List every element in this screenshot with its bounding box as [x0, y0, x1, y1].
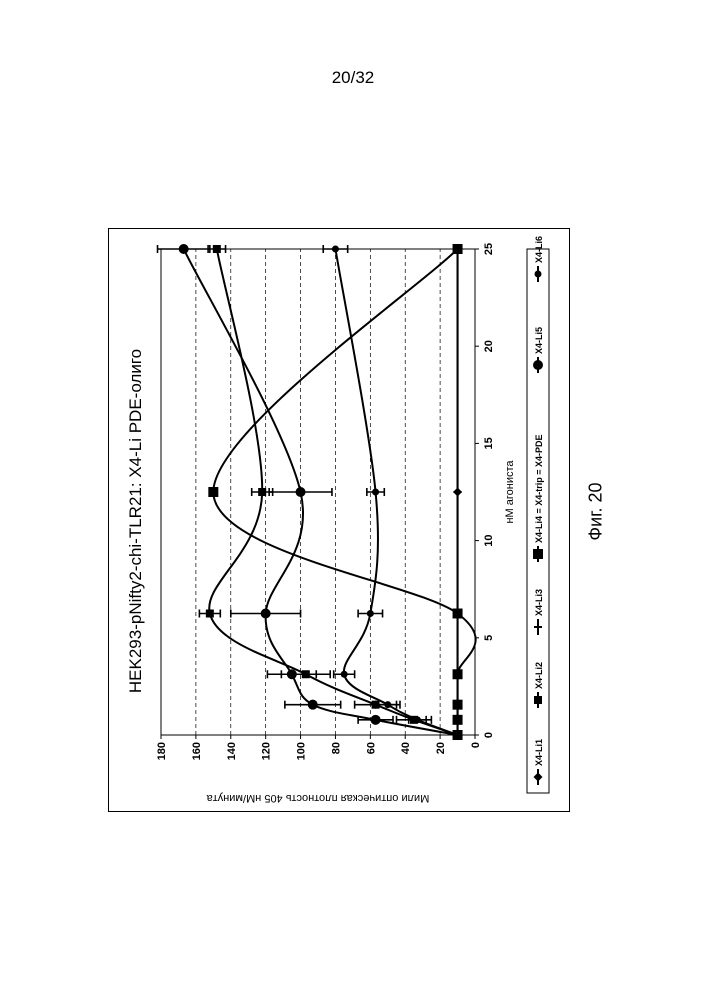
data-point-marker — [287, 669, 297, 679]
data-point-marker — [296, 487, 306, 497]
data-point-marker — [534, 696, 542, 704]
legend-label: X4-Li1 — [534, 739, 544, 766]
data-point-marker — [453, 700, 463, 710]
y-tick-label: 120 — [261, 742, 273, 760]
y-tick-label: 60 — [365, 742, 377, 754]
data-point-marker — [341, 671, 348, 678]
y-tick-label: 100 — [296, 742, 308, 760]
data-point-marker — [453, 669, 463, 679]
y-tick-label: 180 — [156, 742, 168, 760]
y-tick-label: 140 — [226, 742, 238, 760]
data-point-marker — [308, 700, 318, 710]
x-tick-label: 15 — [483, 437, 495, 449]
data-point-marker — [453, 609, 463, 619]
x-tick-label: 25 — [483, 243, 495, 255]
series-line — [209, 249, 457, 735]
y-tick-label: 160 — [191, 742, 203, 760]
figure-caption: Фиг. 20 — [586, 482, 607, 540]
data-point-marker — [533, 360, 543, 370]
line-chart: HEK293-pNifty2-chi-TLR21: X4-Li PDE-олиг… — [109, 229, 571, 813]
data-point-marker — [258, 488, 266, 496]
data-point-marker — [533, 549, 543, 559]
y-axis-label: Мили оптическая плотность 405 нМ/минута — [206, 792, 430, 804]
chart-frame: HEK293-pNifty2-chi-TLR21: X4-Li PDE-олиг… — [108, 228, 570, 812]
legend: X4-Li1 X4-Li2 X4-Li3 X4-Li4 = X4-trip = X4-… — [527, 236, 549, 793]
page-number: 20/32 — [0, 68, 706, 88]
data-point-marker — [367, 610, 374, 617]
data-point-marker — [414, 716, 421, 723]
legend-label: X4-Li3 — [534, 589, 544, 616]
data-point-marker — [535, 271, 542, 278]
y-tick-label: 40 — [400, 742, 412, 754]
chart-title: HEK293-pNifty2-chi-TLR21: X4-Li PDE-олиг… — [126, 349, 145, 693]
legend-label: X4-Li6 — [534, 236, 544, 263]
legend-label: X4-Li2 — [534, 662, 544, 689]
x-tick-label: 20 — [483, 340, 495, 352]
data-point-marker — [372, 489, 379, 496]
series-line — [335, 249, 457, 735]
y-tick-label: 0 — [470, 742, 482, 748]
data-point-marker — [384, 701, 391, 708]
data-point-marker — [213, 245, 221, 253]
legend-item: X4-Li4 = X4-trip = X4-PDE — [533, 434, 544, 562]
x-tick-label: 5 — [483, 635, 495, 641]
data-point-marker — [332, 246, 339, 253]
axes: 0 20 40 60 80 100 120 140 160 180 0 5 10 15 20 25 — [156, 243, 495, 760]
data-point-marker — [206, 610, 214, 618]
data-point-marker — [261, 609, 271, 619]
data-point-marker — [179, 244, 189, 254]
data-point-marker — [208, 487, 218, 497]
chart-rotated-container: HEK293-pNifty2-chi-TLR21: X4-Li PDE-олиг… — [109, 229, 571, 813]
legend-item: X4-Li5 — [533, 327, 544, 373]
series-x4-li3 — [454, 245, 462, 739]
data-point-marker — [454, 732, 461, 739]
x-tick-label: 0 — [483, 732, 495, 738]
series-layer — [158, 244, 476, 740]
data-point-marker — [454, 488, 462, 496]
legend-label: X4-Li5 — [534, 327, 544, 354]
y-tick-label: 80 — [330, 742, 342, 754]
x-tick-label: 10 — [483, 534, 495, 546]
data-point-marker — [453, 244, 463, 254]
y-tick-label: 20 — [435, 742, 447, 754]
data-point-marker — [453, 715, 463, 725]
legend-label: X4-Li4 = X4-trip = X4-PDE — [534, 434, 544, 543]
series-x4-li5 — [158, 244, 463, 740]
data-point-marker — [371, 715, 381, 725]
x-axis-label: нМ агониста — [504, 460, 516, 524]
series-x4-li4 — [208, 244, 475, 740]
